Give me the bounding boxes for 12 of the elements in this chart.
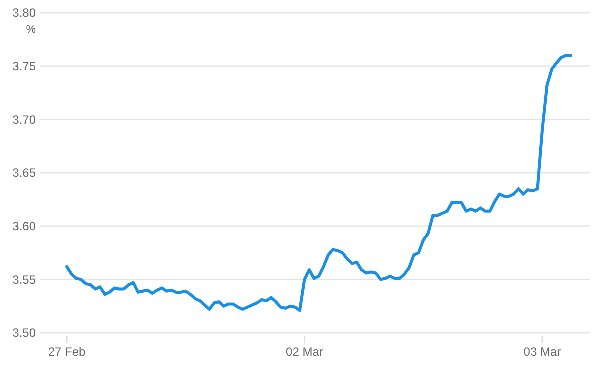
y-axis-title: % [26, 24, 36, 36]
x-tick-label: 27 Feb [48, 345, 86, 359]
x-tick-label: 02 Mar [286, 345, 324, 359]
y-tick-label: 3.50 [12, 326, 36, 340]
x-tick-label: 03 Mar [524, 345, 562, 359]
y-tick-label: 3.70 [12, 112, 36, 127]
line-series [66, 54, 572, 312]
y-tick-label: 3.60 [12, 220, 36, 234]
y-tick-label: 3.75 [12, 60, 36, 74]
y-tick-label: 3.65 [12, 166, 36, 180]
y-tick-label: 3.80 [12, 6, 36, 20]
y-tick-label: 3.55 [12, 272, 36, 287]
